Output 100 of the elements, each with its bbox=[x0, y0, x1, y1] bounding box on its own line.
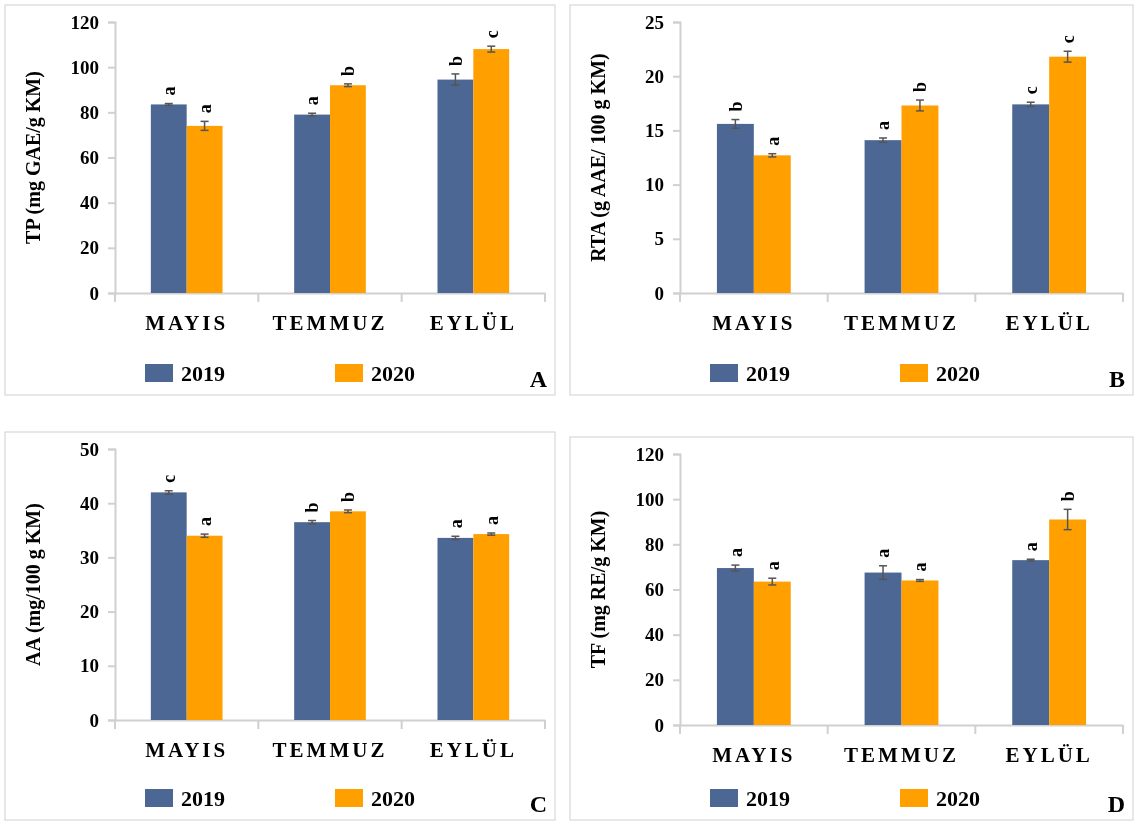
data-label: a bbox=[159, 86, 180, 96]
y-tick-label: 10 bbox=[80, 655, 99, 677]
bar bbox=[473, 49, 510, 293]
x-tick-label: TEMMUZ bbox=[844, 310, 959, 335]
x-tick-label: MAYIS bbox=[712, 310, 796, 335]
y-tick-label: 40 bbox=[80, 192, 99, 214]
y-tick-label: 20 bbox=[645, 65, 664, 87]
y-tick-label: 10 bbox=[645, 174, 664, 196]
bar bbox=[753, 155, 791, 293]
bar bbox=[1049, 56, 1087, 293]
y-tick-label: 40 bbox=[645, 624, 664, 646]
bar bbox=[864, 572, 902, 725]
y-tick-label: 60 bbox=[645, 579, 664, 601]
y-tick-label: 100 bbox=[635, 488, 664, 510]
text: C bbox=[529, 791, 547, 817]
x-tick-label: TEMMUZ bbox=[272, 310, 388, 335]
y-tick-label: 20 bbox=[645, 669, 664, 691]
x-tick-label: EYLÜL bbox=[429, 310, 518, 335]
x-tick-label: TEMMUZ bbox=[844, 742, 959, 767]
bar bbox=[753, 581, 791, 725]
data-label: c bbox=[159, 474, 180, 483]
data-label: a bbox=[762, 561, 783, 571]
x-tick-label: MAYIS bbox=[712, 742, 796, 767]
y-axis-title: AA (mg/100 g KM) bbox=[22, 503, 45, 666]
y-tick-label: 60 bbox=[80, 147, 99, 169]
data-label: b bbox=[338, 65, 359, 76]
data-label: c bbox=[481, 30, 502, 39]
x-tick-label: EYLÜL bbox=[1005, 742, 1093, 767]
data-label: a bbox=[873, 120, 894, 130]
data-label: a bbox=[194, 517, 215, 527]
bar bbox=[294, 522, 330, 720]
bar bbox=[186, 125, 223, 293]
data-label: b bbox=[445, 55, 466, 66]
data-label: a bbox=[302, 96, 323, 106]
data-label: a bbox=[445, 519, 466, 529]
y-tick-label: 20 bbox=[80, 601, 99, 623]
bar bbox=[716, 568, 754, 725]
data-label: b bbox=[302, 502, 323, 513]
y-axis-title: TF (mg RE/g KM) bbox=[587, 510, 610, 669]
bar bbox=[1012, 560, 1050, 725]
y-tick-label: 100 bbox=[70, 56, 99, 78]
y-tick-label: 0 bbox=[654, 282, 664, 304]
data-label: a bbox=[873, 548, 894, 558]
data-label: a bbox=[1021, 542, 1042, 552]
data-label: a bbox=[481, 516, 502, 526]
y-tick-label: 30 bbox=[80, 546, 99, 568]
legend-label: 2019 bbox=[746, 785, 790, 811]
bar bbox=[294, 114, 330, 293]
y-tick-label: 120 bbox=[70, 11, 99, 33]
bar bbox=[473, 534, 510, 720]
legend-label: 2019 bbox=[746, 360, 790, 386]
text: B bbox=[1108, 366, 1125, 392]
y-tick-label: 80 bbox=[645, 533, 664, 555]
bar bbox=[186, 535, 223, 720]
data-label: c bbox=[1057, 35, 1078, 44]
legend-label: 2019 bbox=[181, 360, 225, 386]
data-label: b bbox=[1057, 491, 1078, 502]
data-label: a bbox=[762, 136, 783, 146]
bar bbox=[1012, 104, 1050, 293]
x-tick-label: EYLÜL bbox=[1005, 310, 1093, 335]
y-tick-label: 5 bbox=[654, 228, 664, 250]
bar bbox=[330, 511, 366, 720]
data-label: b bbox=[910, 82, 931, 93]
x-tick-label: TEMMUZ bbox=[272, 737, 388, 762]
y-axis-title: TP (mg GAE/g KM) bbox=[22, 71, 45, 244]
bar bbox=[437, 537, 474, 720]
legend-label: 2020 bbox=[936, 360, 980, 386]
data-label: c bbox=[1021, 86, 1042, 95]
data-label: a bbox=[194, 104, 215, 114]
y-tick-label: 40 bbox=[80, 492, 99, 514]
bar bbox=[150, 492, 187, 720]
data-label: a bbox=[910, 562, 931, 572]
y-tick-label: 15 bbox=[645, 119, 664, 141]
legend-label: 2019 bbox=[181, 785, 225, 811]
x-tick-label: EYLÜL bbox=[429, 737, 518, 762]
y-tick-label: 50 bbox=[80, 438, 99, 460]
text: D bbox=[1107, 791, 1125, 817]
bar bbox=[1049, 519, 1087, 725]
y-axis-title: RTA (g AAE/ 100 g KM) bbox=[587, 53, 610, 262]
bar bbox=[901, 105, 939, 293]
bar bbox=[150, 104, 187, 293]
y-tick-label: 120 bbox=[635, 443, 664, 465]
y-tick-label: 20 bbox=[80, 237, 99, 259]
x-tick-label: MAYIS bbox=[145, 310, 229, 335]
x-tick-label: MAYIS bbox=[145, 737, 229, 762]
y-tick-label: 0 bbox=[89, 282, 99, 304]
data-label: b bbox=[725, 101, 746, 112]
legend-label: 2020 bbox=[371, 785, 415, 811]
data-label: b bbox=[338, 491, 359, 502]
y-tick-label: 80 bbox=[80, 101, 99, 123]
legend-label: 2020 bbox=[936, 785, 980, 811]
y-tick-label: 0 bbox=[654, 714, 664, 736]
data-label: a bbox=[725, 548, 746, 558]
legend-label: 2020 bbox=[371, 360, 415, 386]
bar bbox=[864, 140, 902, 293]
bar bbox=[901, 580, 939, 725]
bar bbox=[437, 79, 474, 293]
y-tick-label: 0 bbox=[89, 709, 99, 731]
bar bbox=[716, 123, 754, 293]
y-tick-label: 25 bbox=[645, 11, 664, 33]
